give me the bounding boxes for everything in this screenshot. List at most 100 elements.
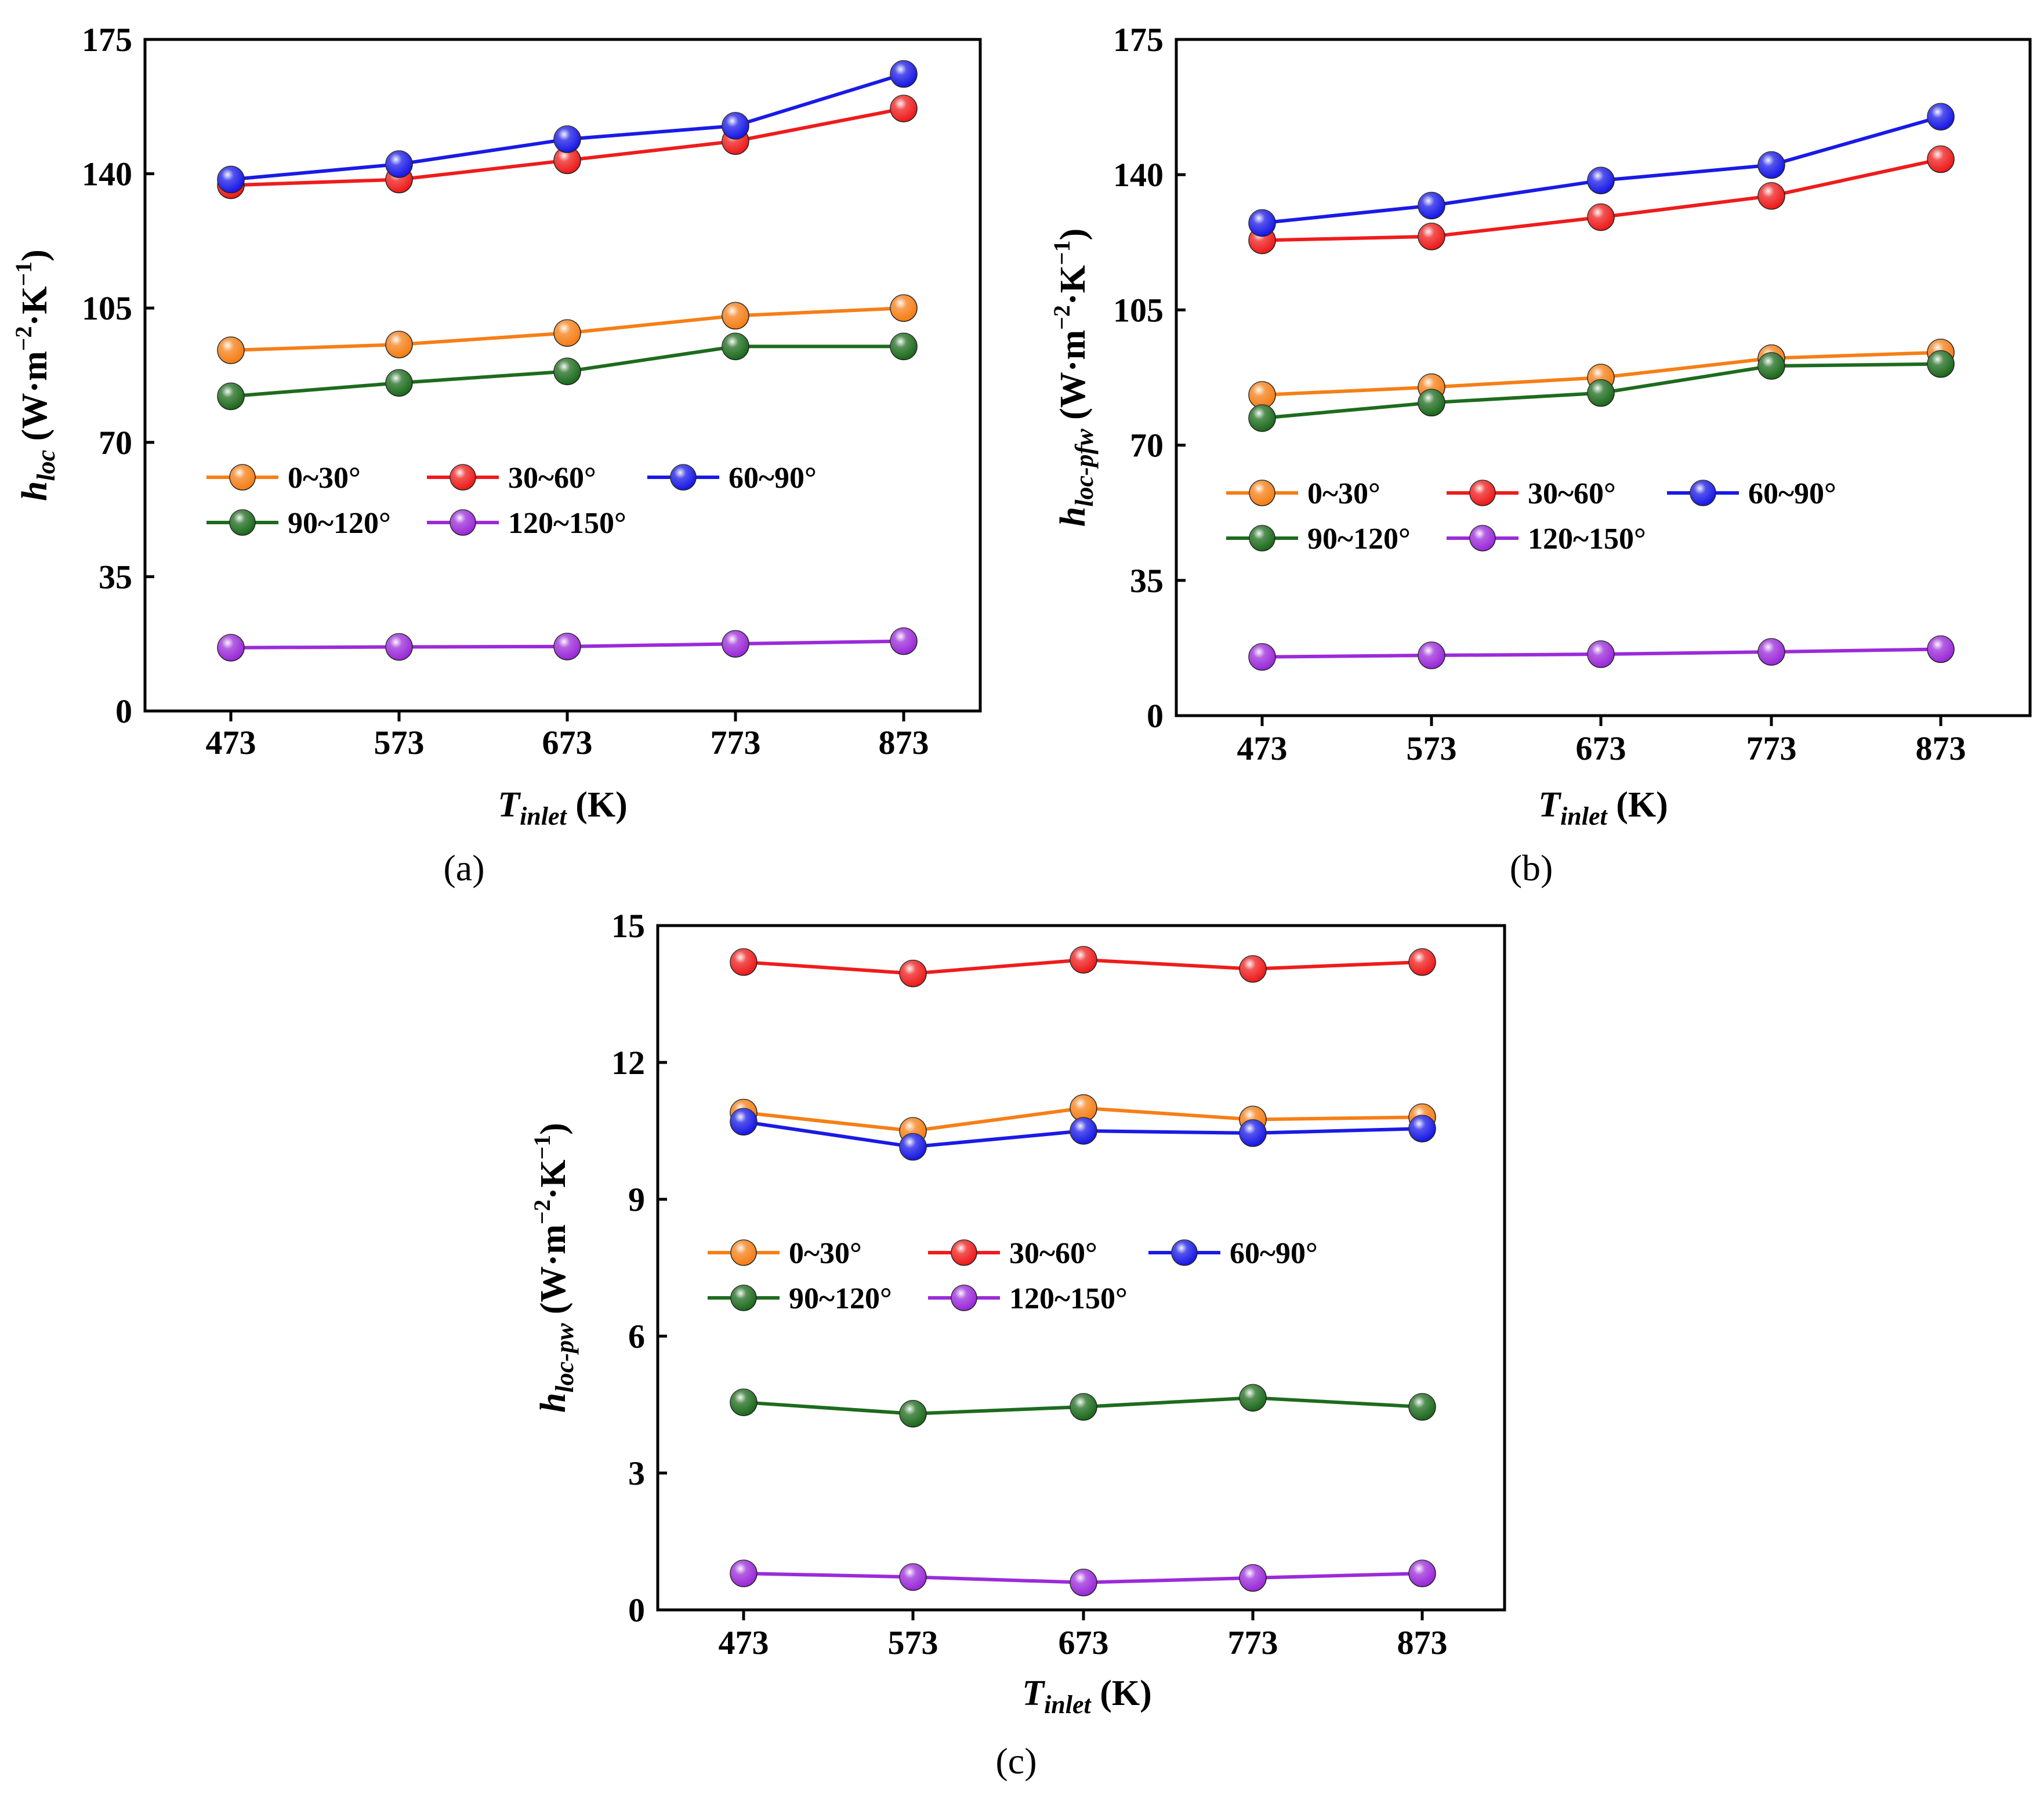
legend-marker-highlight xyxy=(450,465,476,490)
data-point-highlight xyxy=(730,1560,757,1587)
panel-c-y-axis-label: hloc-pw (W·m−2·K−1) xyxy=(529,1123,579,1413)
x-tick-label: 473 xyxy=(1237,730,1288,767)
data-point-highlight xyxy=(1758,639,1785,666)
panel-b-frame xyxy=(1175,38,2032,717)
legend-marker-highlight xyxy=(1470,525,1495,551)
y-tick-label: 35 xyxy=(1130,562,1164,600)
legend-label: 0~30° xyxy=(288,462,361,495)
y-tick-label: 0 xyxy=(115,692,132,730)
panel-b-label: (b) xyxy=(1510,847,1553,888)
data-point-highlight xyxy=(554,633,581,660)
legend-label: 30~60° xyxy=(1009,1237,1097,1270)
data-point-highlight xyxy=(1588,167,1614,194)
data-point-highlight xyxy=(890,627,917,655)
data-point-highlight xyxy=(890,295,917,322)
data-point-highlight xyxy=(1418,642,1445,669)
data-point-highlight xyxy=(1409,1115,1436,1142)
series-90~120° xyxy=(1248,350,1955,432)
panel-c-frame xyxy=(656,924,1506,1612)
data-point-highlight xyxy=(1409,1560,1436,1587)
data-point-highlight xyxy=(722,333,749,360)
legend-item: 90~120° xyxy=(1226,523,1411,556)
panel-b-legend: 0~30° 30~60° 60~90° 90~120° 120~150° xyxy=(1226,477,1836,556)
legend-label: 60~90° xyxy=(729,462,817,495)
series-90~120° xyxy=(730,1384,1436,1428)
x-tick-label: 573 xyxy=(374,724,425,761)
y-tick-label: 35 xyxy=(99,558,132,596)
legend-item: 60~90° xyxy=(1148,1237,1318,1270)
legend-item: 90~120° xyxy=(708,1282,892,1315)
x-tick-label: 873 xyxy=(879,724,929,761)
legend-marker-highlight xyxy=(450,510,476,535)
data-point-highlight xyxy=(1588,379,1614,407)
data-point-highlight xyxy=(890,95,917,122)
panel-b: hloc-pfw (W·m−2·K−1) Tinlet (K) (b) 0~30… xyxy=(1049,21,2032,888)
panel-a-legend: 0~30° 30~60° 60~90° 90~120° 120~150° xyxy=(206,462,817,540)
data-point-highlight xyxy=(1758,151,1785,179)
x-tick-label: 673 xyxy=(1576,730,1626,767)
y-tick-label: 70 xyxy=(99,424,132,462)
data-point-highlight xyxy=(386,151,412,178)
data-point-highlight xyxy=(890,60,917,88)
series-60~90° xyxy=(1248,103,1955,237)
y-tick-label: 12 xyxy=(611,1044,645,1082)
panel-a-plot: 0 35 70 105 140 175 473 573 673 773 873 xyxy=(82,21,929,761)
legend-item: 0~30° xyxy=(1226,477,1380,510)
panel-a-ylabel-sub: loc xyxy=(32,450,60,481)
legend-label: 60~90° xyxy=(1748,477,1836,510)
data-point-highlight xyxy=(1240,1564,1266,1591)
x-tick-label: 673 xyxy=(542,724,593,761)
x-tick-label: 473 xyxy=(206,724,256,761)
data-point-highlight xyxy=(1070,1393,1097,1420)
data-point-highlight xyxy=(1240,1119,1266,1147)
data-point-highlight xyxy=(1588,641,1614,668)
x-tick-label: 773 xyxy=(711,724,761,761)
data-point-highlight xyxy=(1588,204,1614,231)
panel-c-label: (c) xyxy=(995,1740,1037,1782)
legend-label: 0~30° xyxy=(1307,477,1380,510)
legend-marker-highlight xyxy=(951,1240,977,1265)
legend-label: 120~150° xyxy=(1009,1282,1128,1315)
legend-label: 60~90° xyxy=(1230,1237,1318,1270)
y-tick-label: 3 xyxy=(628,1454,645,1492)
y-tick-label: 105 xyxy=(82,289,132,327)
panel-c-plot: 0 3 6 9 12 15 473 573 673 773 873 xyxy=(611,907,1448,1661)
legend-label: 30~60° xyxy=(1528,477,1616,510)
legend-item: 0~30° xyxy=(206,462,361,495)
data-point-highlight xyxy=(1927,350,1954,378)
y-tick-label: 6 xyxy=(628,1318,645,1355)
data-point-highlight xyxy=(218,383,244,410)
data-point-highlight xyxy=(730,1108,757,1136)
data-point-highlight xyxy=(722,630,749,658)
data-point-highlight xyxy=(554,126,581,153)
legend-item: 30~60° xyxy=(1447,477,1616,510)
panel-a-ylabel-main: h xyxy=(15,481,55,500)
data-point-highlight xyxy=(1249,209,1275,237)
y-tick-label: 140 xyxy=(82,155,132,193)
legend-marker-highlight xyxy=(731,1240,756,1265)
data-point-highlight xyxy=(1249,404,1275,431)
legend-label: 90~120° xyxy=(789,1282,892,1315)
legend-label: 90~120° xyxy=(1307,523,1411,556)
panel-a-y-axis-label: hloc (W·m−2·K−1) xyxy=(10,249,60,501)
series-30~60° xyxy=(1248,145,1955,255)
data-point-highlight xyxy=(730,948,757,975)
panel-a-ylabel-exp2: −1 xyxy=(10,262,37,286)
legend-item: 60~90° xyxy=(647,462,817,495)
legend-label: 30~60° xyxy=(508,462,596,495)
data-point-highlight xyxy=(1418,389,1445,416)
series-30~60° xyxy=(730,946,1436,988)
legend-marker-highlight xyxy=(951,1285,977,1311)
data-point-highlight xyxy=(1249,643,1275,670)
panel-a-ylabel-unit: (W·m xyxy=(15,351,55,449)
legend-marker-highlight xyxy=(230,510,255,535)
x-tick-label: 873 xyxy=(1916,730,1966,767)
panel-a: hloc (W·m−2·K−1) Tinlet (K) (a) 0~30° 30~… xyxy=(10,21,982,888)
data-point-highlight xyxy=(554,320,581,347)
data-point-highlight xyxy=(722,302,749,329)
series-120~150° xyxy=(1248,635,1955,671)
legend-item: 120~150° xyxy=(928,1282,1128,1315)
data-point-highlight xyxy=(1070,1094,1097,1122)
